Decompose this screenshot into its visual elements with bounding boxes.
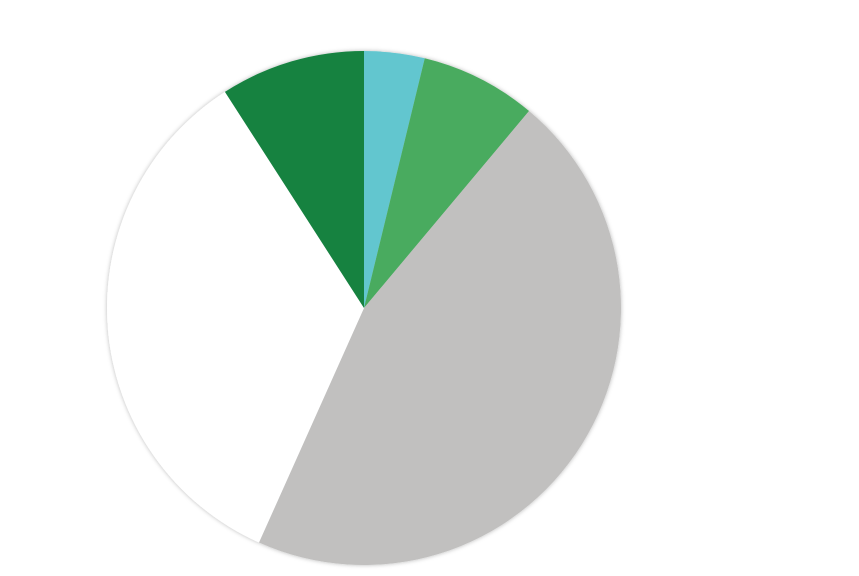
pie-slice-2: [364, 58, 530, 308]
pie-slices: [107, 51, 621, 565]
pie-slice-5: [224, 51, 364, 308]
pie-slice-4: [107, 91, 364, 543]
pie-slice-3: [258, 111, 621, 565]
pie-slice-1: [364, 51, 425, 308]
